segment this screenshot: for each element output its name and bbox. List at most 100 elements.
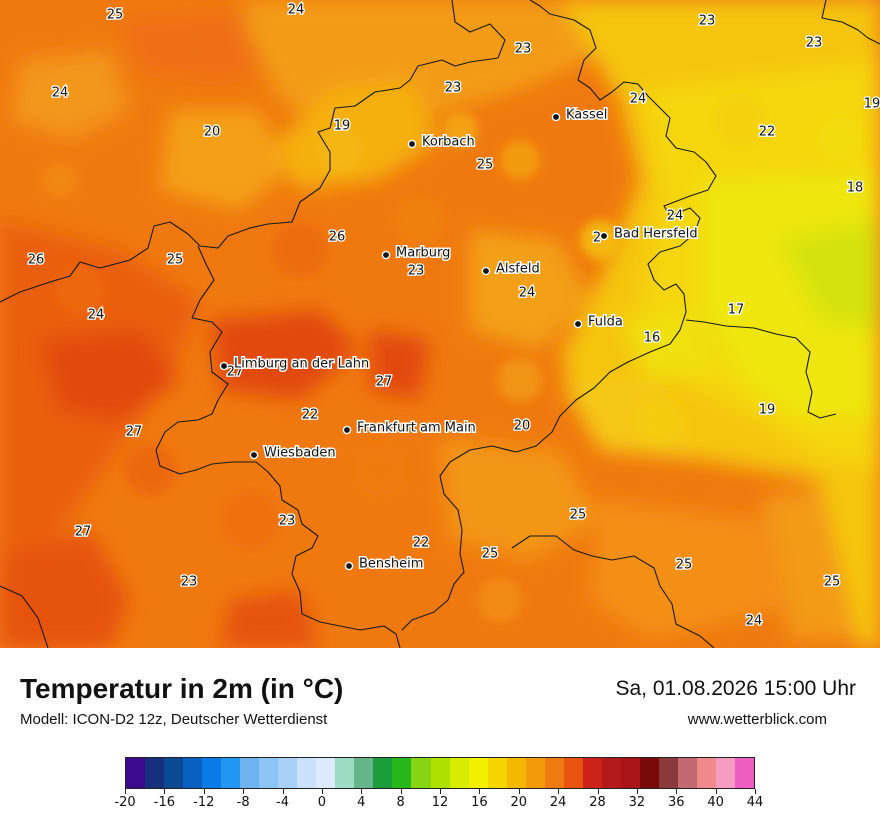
temperature-value: 25 — [676, 558, 693, 573]
city-marker: Alsfeld — [481, 260, 541, 278]
temperature-value: 17 — [728, 303, 745, 318]
scale-swatch — [278, 758, 298, 788]
temperature-value: 23 — [279, 514, 296, 529]
temperature-value: 23 — [699, 14, 716, 29]
temperature-value: 22 — [302, 408, 319, 423]
website-link[interactable]: www.wetterblick.com — [687, 711, 827, 728]
city-marker: Bensheim — [344, 555, 425, 573]
scale-swatch — [563, 758, 583, 788]
scale-tick-label: 4 — [357, 795, 366, 810]
city-dot — [344, 561, 354, 571]
scale-tick-mark — [361, 789, 363, 794]
scale-tick-label: 20 — [510, 795, 528, 810]
scale-tick-label: 0 — [317, 795, 327, 810]
scale-tick-mark — [558, 789, 560, 794]
temperature-value: 19 — [864, 97, 880, 112]
scale-swatch — [696, 758, 716, 788]
city-marker: Frankfurt am Main — [342, 419, 477, 437]
temperature-value: 27 — [126, 425, 143, 440]
temperature-value: 24 — [746, 614, 763, 629]
temperature-value: 20 — [514, 419, 531, 434]
city-name: Wiesbaden — [264, 446, 336, 461]
city-dot — [407, 139, 417, 149]
scale-swatch — [221, 758, 241, 788]
city-marker: Korbach — [407, 133, 476, 151]
scale-tick-label: 32 — [628, 795, 646, 810]
state-border — [0, 0, 506, 303]
temperature-value: 26 — [329, 230, 346, 245]
state-border-west — [155, 245, 401, 648]
scale-swatch — [392, 758, 412, 788]
city-name: Limburg an der Lahn — [234, 357, 369, 372]
temperature-speckle — [42, 94, 862, 622]
border-south-east — [511, 535, 715, 648]
scale-tick-mark — [400, 789, 402, 794]
scale-tick-mark — [321, 789, 323, 794]
scale-tick-mark — [597, 789, 599, 794]
state-border-south — [0, 585, 49, 648]
city-marker: Fulda — [573, 313, 624, 331]
temperature-value: 24 — [88, 308, 105, 323]
temperature-value: 24 — [667, 209, 684, 224]
city-dot — [599, 231, 609, 241]
scale-swatch — [354, 758, 374, 788]
scale-tick-mark — [636, 789, 638, 794]
temperature-value: 27 — [75, 525, 92, 540]
city-marker: Wiesbaden — [249, 444, 337, 462]
city-markers: Kassel Korbach Bad Hersfeld Marburg Alsfeld F… — [219, 106, 699, 573]
scale-swatch — [373, 758, 393, 788]
scale-tick-mark — [755, 789, 756, 794]
forecast-datetime: Sa, 01.08.2026 15:00 Uhr — [615, 677, 856, 700]
scale-tick-mark — [203, 789, 205, 794]
temperature-value: 22 — [759, 125, 776, 140]
scale-tick-label: 36 — [667, 795, 685, 810]
temperature-value: 19 — [334, 119, 351, 134]
city-dot — [342, 425, 352, 435]
temperature-value: 27 — [227, 365, 244, 380]
scale-swatch — [430, 758, 450, 788]
footer: Temperatur in 2m (in °C) Modell: ICON-D2… — [0, 648, 880, 830]
temperature-value: 24 — [519, 286, 536, 301]
scale-swatch — [411, 758, 431, 788]
scale-swatch — [487, 758, 507, 788]
city-dot — [219, 361, 229, 371]
scale-swatch — [620, 758, 640, 788]
scale-swatch — [240, 758, 260, 788]
scale-swatch — [582, 758, 602, 788]
city-name: Kassel — [566, 108, 607, 123]
scale-tick-label: -8 — [236, 795, 250, 810]
scale-swatch — [449, 758, 469, 788]
scale-tick-label: 28 — [589, 795, 606, 810]
scale-swatch — [658, 758, 678, 788]
temperature-value: 24 — [52, 86, 69, 101]
scale-swatch — [316, 758, 336, 788]
scale-swatch — [639, 758, 659, 788]
scale-tick-mark — [243, 789, 245, 794]
border-northeast — [821, 0, 880, 45]
scale-tick-label: 24 — [549, 795, 567, 810]
temperature-value: 23 — [806, 36, 823, 51]
city-name: Frankfurt am Main — [357, 421, 476, 436]
temperature-value: 22 — [413, 536, 430, 551]
temperature-value: 25 — [482, 547, 499, 562]
scale-tick-label: 16 — [471, 795, 488, 810]
temperature-value: 18 — [847, 181, 864, 196]
city-marker: Kassel — [551, 106, 609, 124]
city-marker: Bad Hersfeld — [599, 225, 699, 243]
scale-tick-mark — [715, 789, 717, 794]
scale-swatch — [525, 758, 545, 788]
city-name: Fulda — [588, 315, 623, 330]
color-scale — [125, 757, 755, 789]
scale-tick-label: 8 — [396, 795, 405, 810]
scale-tick-label: -4 — [276, 795, 289, 810]
city-dot — [249, 450, 259, 460]
scale-swatch — [601, 758, 621, 788]
scale-tick-mark — [282, 789, 284, 794]
scale-swatch — [715, 758, 735, 788]
scale-tick-label: -16 — [153, 795, 175, 810]
scale-swatch — [506, 758, 526, 788]
color-scale-ticks: -20 -16 -12 -8 -4 0 4 8 12 16 20 24 28 32 36 40 44 — [114, 789, 763, 811]
city-dot — [573, 319, 583, 329]
scale-tick-mark — [676, 789, 678, 794]
temperature-value: 2 — [593, 231, 601, 246]
